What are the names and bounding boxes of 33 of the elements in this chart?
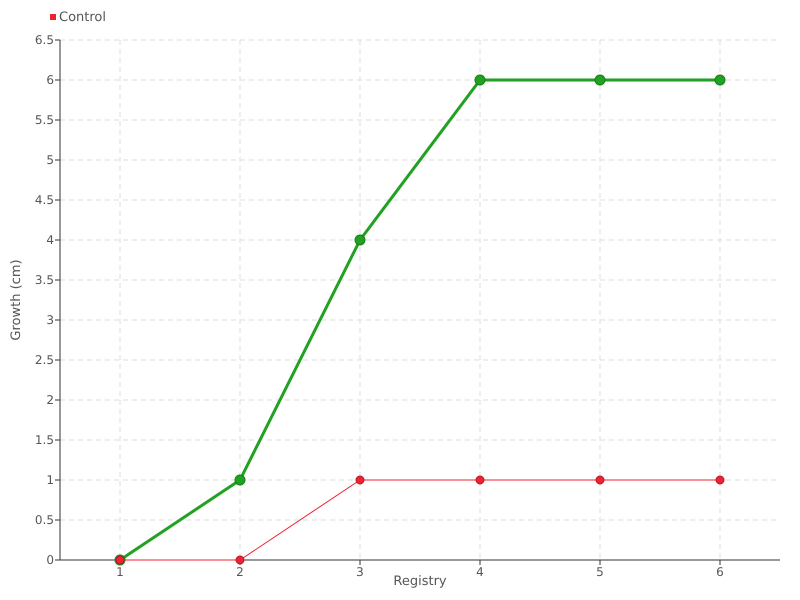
y-tick-label: 0.5 [34, 513, 54, 527]
point [236, 556, 244, 564]
y-tick-label: 4 [46, 233, 54, 247]
y-tick-label: 5 [46, 153, 54, 167]
point [356, 476, 364, 484]
y-tick-label: 1 [46, 473, 54, 487]
point [716, 476, 724, 484]
point [714, 74, 726, 86]
y-tick-label: 6.5 [34, 33, 54, 47]
legend-label: Control [59, 10, 106, 25]
y-tick-label: 3 [46, 313, 54, 327]
y-tick-label: 3.5 [34, 273, 54, 287]
x-tick-label: 5 [596, 565, 604, 579]
x-tick-label: 4 [476, 565, 484, 579]
y-tick-label: 1.5 [34, 433, 54, 447]
y-tick-label: 4.5 [34, 193, 54, 207]
x-tick-label: 3 [356, 565, 364, 579]
x-tick-label: 1 [116, 565, 124, 579]
point [354, 234, 366, 246]
x-tick-label: 2 [236, 565, 244, 579]
y-tick-label: 5.5 [34, 113, 54, 127]
point [596, 476, 604, 484]
y-axis-title: Growth (cm) [9, 259, 24, 341]
y-tick-label: 2.5 [34, 353, 54, 367]
y-tick-label: 6 [46, 73, 54, 87]
y-tick-label: 2 [46, 393, 54, 407]
x-axis-title: Registry [393, 574, 447, 589]
x-tick-label: 6 [716, 565, 724, 579]
point [594, 74, 606, 86]
point [476, 476, 484, 484]
point [474, 74, 486, 86]
point [234, 474, 246, 486]
y-tick-label: 0 [46, 553, 54, 567]
